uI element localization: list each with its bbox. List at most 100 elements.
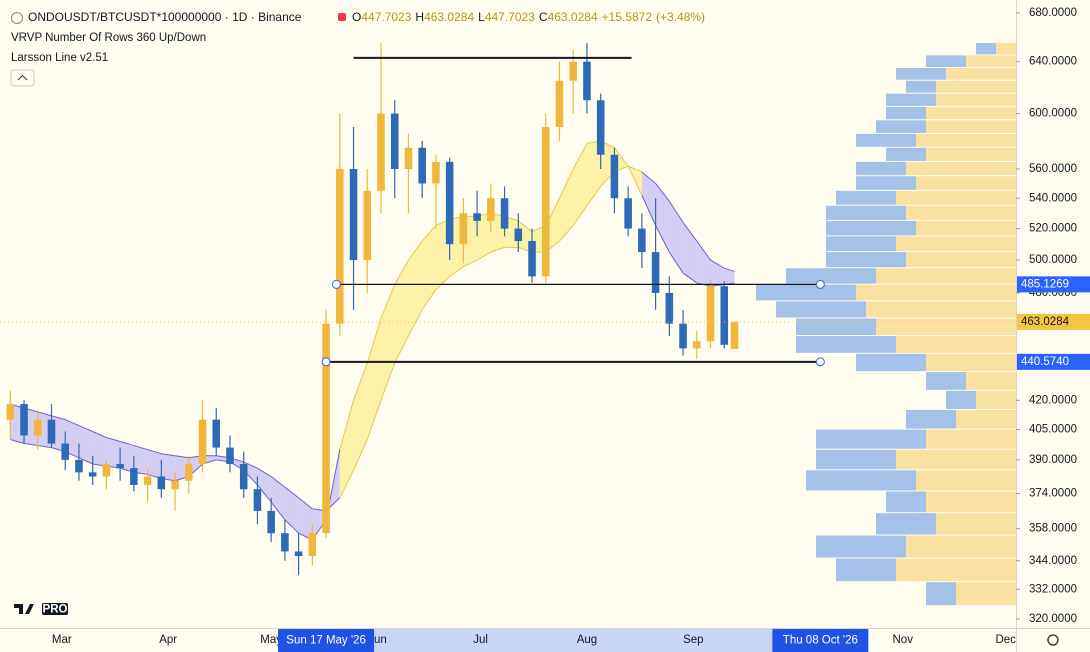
x-tick-label: Mar [52,634,72,646]
vp-up [926,120,1016,133]
band-fill [669,201,684,274]
settings[interactable] [1047,634,1059,646]
candle-body [308,533,317,557]
vp-up [896,190,1016,205]
band-line [696,240,711,261]
last-price-label: 463.0284 [1021,316,1070,328]
band-line [65,419,80,427]
candle-body [143,476,152,485]
vp-up [966,55,1016,67]
candle-body [363,190,372,261]
collapse-button[interactable] [10,69,35,87]
collapse-icon [17,74,28,81]
band-fill [641,171,656,226]
candle-body [185,463,193,481]
h-value: 463.0284 [424,10,474,24]
band-fill [133,445,148,475]
band-fill [422,225,436,310]
band-line [614,147,629,167]
band-line [724,267,735,272]
band-line [627,165,643,196]
vp-down [886,147,926,161]
candle-body [541,127,550,277]
vp-up [856,284,1016,301]
vp-down [976,42,996,55]
candle-body [638,228,646,253]
settings-icon[interactable] [1047,634,1059,646]
change-pct: (+3.48%) [656,10,705,24]
vp-up [906,205,1016,220]
vp-down [946,390,976,409]
candle-body [583,61,591,101]
y-tick-label: 500.0000 [1029,254,1077,266]
vp-up [896,236,1016,252]
band-line [366,318,382,364]
band-line [161,453,176,457]
candle-body [336,168,344,324]
band-line [106,437,121,442]
band-line [353,439,368,471]
vp-down [856,176,916,190]
band-line [37,445,52,449]
band-fill [408,241,423,336]
candle-body [624,198,632,229]
vp-down [826,220,916,236]
vp-up [876,268,1016,284]
candle-body [20,404,28,436]
vp-up [976,390,1016,409]
vp-down [906,409,956,429]
vp-up [936,80,1016,93]
y-tick-label: 320.0000 [1029,613,1077,625]
vp-up [916,220,1016,236]
candle-body [171,480,179,490]
c-value: 463.0284 [548,10,598,24]
vp-up [936,93,1016,106]
indicator-label[interactable]: VRVP Number Of Rows 360 Up/Down [11,32,206,44]
indicator-label[interactable]: Larsson Line v2.51 [11,52,108,64]
vp-down [806,470,916,491]
band-line [490,246,505,253]
candle-body [33,419,42,436]
band-line [394,335,409,364]
candle-body [47,419,56,444]
y-tick-label: 390.0000 [1029,454,1077,466]
vp-down [856,353,926,372]
vp-down [906,80,936,93]
candle-body [679,323,687,349]
band-line [668,251,684,274]
band-fill [683,222,697,283]
y-tick-label: 374.0000 [1029,488,1077,500]
vp-up [956,582,1016,606]
time-badge-label: Sun 17 May '26 [286,635,366,647]
plot [0,42,1016,606]
band-line [298,497,313,510]
band-fill [559,168,574,242]
level-handle [331,279,341,289]
band-line [243,461,258,469]
band-line [380,362,396,401]
vp-down [886,491,926,513]
vp-down [816,535,906,558]
candle-body [281,533,289,552]
vp-up [906,161,1016,176]
band-line [682,272,698,284]
c-label: C [539,10,548,24]
band-fill [586,140,601,206]
last-price-badge [1017,313,1090,330]
y-tick-label: 520.0000 [1029,223,1077,235]
band-fill [147,449,162,479]
y-tick-label: 540.0000 [1029,192,1077,204]
band-line [353,362,368,401]
band-line [627,165,643,173]
band-fill [161,453,176,481]
vp-up [916,133,1016,147]
band-fill [477,213,491,261]
vp-up [926,353,1016,372]
candle-body [569,61,577,81]
band-line [559,168,574,199]
candle-body [322,323,330,534]
band-line [78,425,93,432]
band-line [366,400,382,440]
price-badge-label: 485.1269 [1021,278,1069,290]
